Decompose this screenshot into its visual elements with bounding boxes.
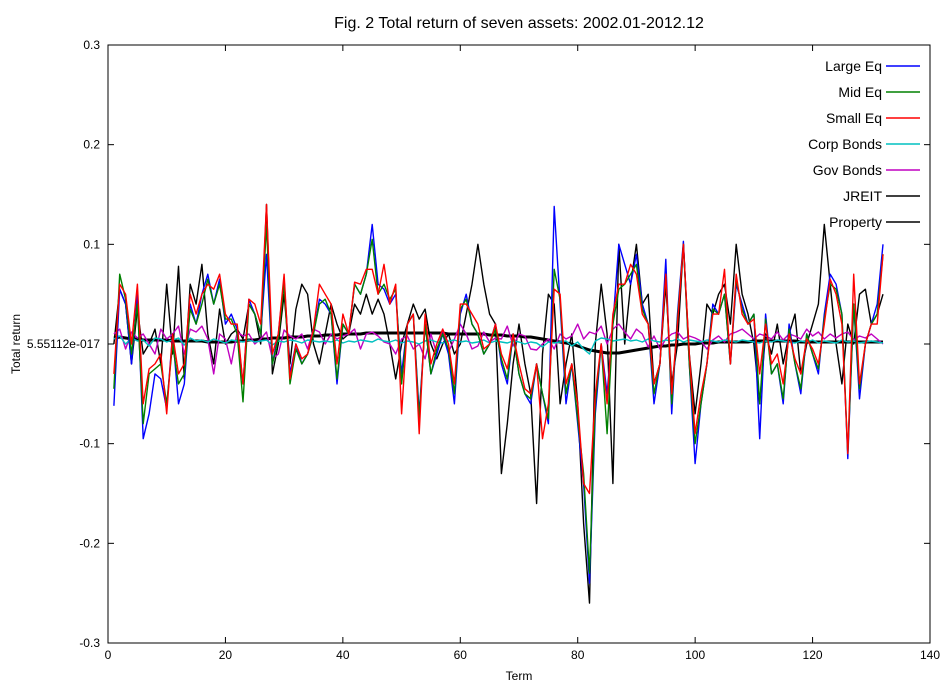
x-tick-label: 120 — [803, 648, 823, 662]
y-tick-label: 0.2 — [83, 138, 100, 152]
x-tick-label: 80 — [571, 648, 585, 662]
axis-ticks: 0 20 40 60 80 100 120 140 -0.3 -0.2 -0.1 5.55112e-0… — [27, 38, 941, 662]
x-tick-label: 40 — [336, 648, 350, 662]
legend-label: Small Eq — [826, 110, 882, 126]
y-tick-label: -0.1 — [79, 437, 100, 451]
legend-label: Corp Bonds — [808, 136, 882, 152]
legend-label: JREIT — [843, 188, 882, 204]
legend: Large Eq Mid Eq Small Eq Corp Bonds Gov Bond… — [808, 58, 920, 230]
legend-label: Gov Bonds — [813, 162, 882, 178]
x-tick-label: 140 — [920, 648, 940, 662]
series-line-jreit — [113, 203, 884, 604]
x-tick-label: 60 — [454, 648, 468, 662]
y-tick-label: -0.3 — [79, 636, 100, 650]
y-tick-label: 0.1 — [83, 237, 100, 251]
legend-label: Property — [829, 214, 882, 230]
plot-area — [107, 44, 931, 644]
y-tick-label: 0.3 — [83, 38, 100, 52]
series-line-small-eq — [113, 203, 884, 495]
x-tick-label: 20 — [219, 648, 233, 662]
y-axis-label: Total return — [9, 314, 23, 374]
y-tick-label: 5.55112e-017 — [27, 337, 101, 351]
x-tick-label: 100 — [685, 648, 705, 662]
legend-label: Large Eq — [825, 58, 882, 74]
y-tick-label: -0.2 — [79, 536, 100, 550]
legend-label: Mid Eq — [838, 84, 882, 100]
series-lines — [113, 203, 884, 604]
x-axis-label: Term — [506, 669, 533, 682]
x-tick-label: 0 — [105, 648, 112, 662]
chart-title: Fig. 2 Total return of seven assets: 200… — [334, 15, 704, 32]
